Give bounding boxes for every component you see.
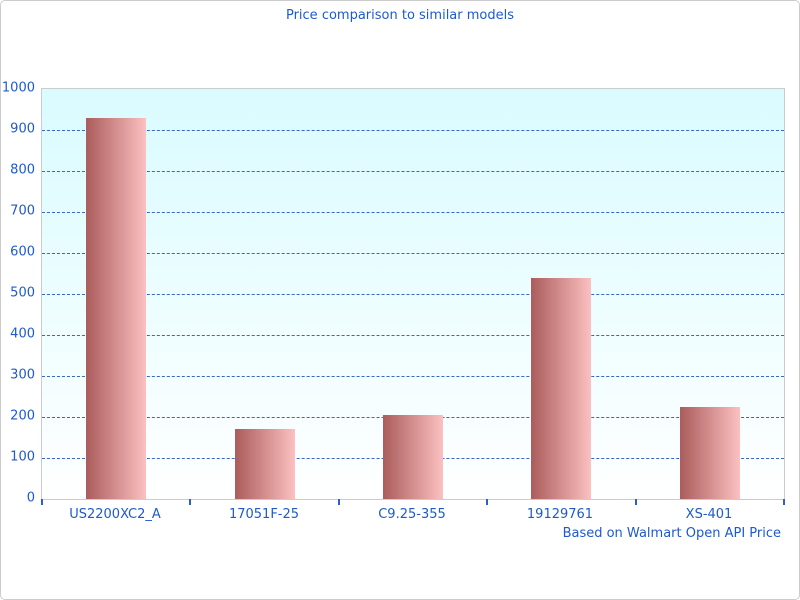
x-axis-label-XS-401: XS-401: [685, 507, 733, 522]
x-axis-label-C9.25-355: C9.25-355: [378, 507, 446, 522]
y-axis-tick-label-0: 0: [26, 490, 35, 506]
y-axis-tick-label-600: 600: [10, 244, 35, 260]
chart-footnote: Based on Walmart Open API Price: [562, 526, 781, 541]
gridline-800: [42, 171, 784, 172]
gridline-500: [42, 294, 784, 295]
y-axis-tick-label-400: 400: [10, 326, 35, 342]
y-axis-tick-label-800: 800: [10, 162, 35, 178]
bar-XS-401: [680, 407, 740, 499]
bar-US2200XC2_A: [86, 118, 146, 499]
x-axis-tick: [189, 499, 191, 505]
y-axis-tick-label-300: 300: [10, 367, 35, 383]
plot-area: [41, 88, 785, 500]
gridline-400: [42, 335, 784, 336]
gridline-300: [42, 376, 784, 377]
bar-C9.25-355: [383, 415, 443, 499]
y-axis-tick-label-900: 900: [10, 121, 35, 137]
y-axis-tick-label-200: 200: [10, 408, 35, 424]
gridline-600: [42, 253, 784, 254]
x-axis-tick: [783, 499, 785, 505]
bar-17051F-25: [235, 429, 295, 499]
gridline-900: [42, 130, 784, 131]
x-axis-tick: [41, 499, 43, 505]
x-axis-tick: [635, 499, 637, 505]
x-axis-label-US2200XC2_A: US2200XC2_A: [69, 507, 161, 522]
bar-19129761: [531, 278, 591, 499]
x-axis-label-19129761: 19129761: [526, 507, 594, 522]
gridline-700: [42, 212, 784, 213]
chart-title: Price comparison to similar models: [285, 8, 515, 23]
y-axis-tick-label-500: 500: [10, 285, 35, 301]
x-axis-tick: [338, 499, 340, 505]
x-axis-label-17051F-25: 17051F-25: [228, 507, 300, 522]
y-axis-tick-label-700: 700: [10, 203, 35, 219]
x-axis-tick: [486, 499, 488, 505]
y-axis-tick-label-1000: 1000: [1, 80, 35, 96]
y-axis-tick-label-100: 100: [10, 449, 35, 465]
